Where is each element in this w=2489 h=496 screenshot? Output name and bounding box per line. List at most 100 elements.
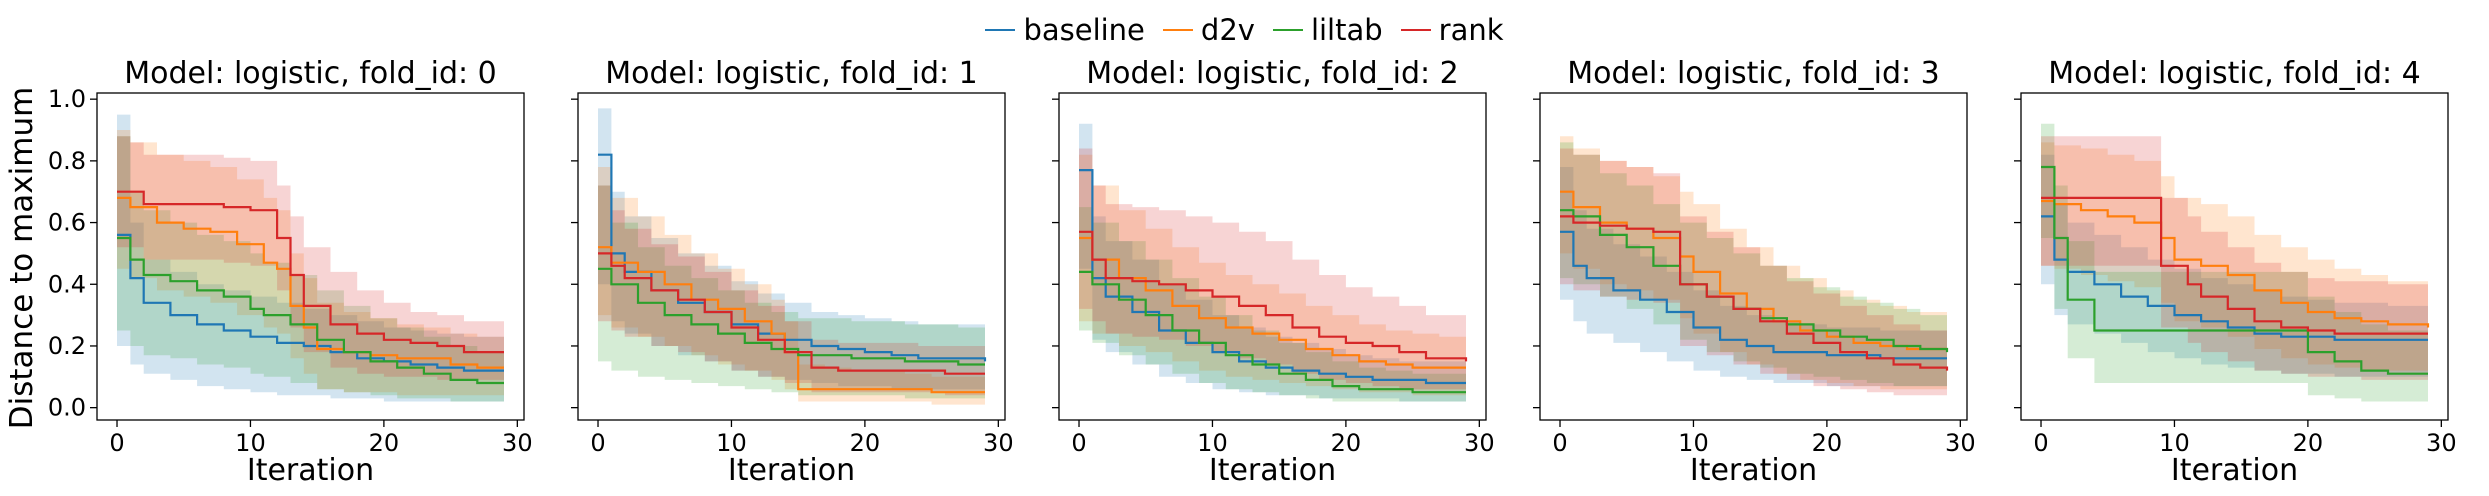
x-tick-label: 20 bbox=[1331, 429, 1362, 457]
series-line-baseline bbox=[117, 233, 504, 372]
panel-2: Model: logistic, fold_id: 2 0 10 20 30 Iterat… bbox=[1052, 56, 1495, 488]
series-line-baseline bbox=[1560, 230, 1947, 360]
series-line-d2v bbox=[598, 246, 985, 394]
band-d2v bbox=[1079, 154, 1466, 396]
axes-frame bbox=[577, 92, 1006, 421]
legend-label-baseline: baseline bbox=[1023, 13, 1145, 47]
series-line-rank bbox=[1079, 230, 1468, 362]
x-tick-label: 30 bbox=[1464, 429, 1495, 457]
x-tick-label: 0 bbox=[1552, 429, 1567, 457]
x-tick-label: 10 bbox=[235, 429, 266, 457]
series-line-liltab bbox=[598, 267, 985, 366]
panel-title: Model: logistic, fold_id: 0 bbox=[124, 56, 496, 91]
y-tick-label: 0.6 bbox=[48, 209, 86, 237]
legend-swatch-rank bbox=[1400, 29, 1431, 31]
x-tick-label: 20 bbox=[1812, 429, 1843, 457]
plot-area bbox=[598, 108, 987, 405]
x-tick-label: 30 bbox=[2426, 429, 2457, 457]
panel-4: Model: logistic, fold_id: 4 0 10 20 30 Iterat… bbox=[2014, 56, 2457, 488]
band-baseline bbox=[1079, 123, 1466, 402]
series-line-liltab bbox=[2041, 165, 2428, 375]
series-line-rank bbox=[117, 190, 504, 354]
axes-frame bbox=[1539, 92, 1968, 421]
band-rank bbox=[598, 185, 985, 396]
y-tick-label: 0.2 bbox=[48, 332, 86, 360]
panel-3: Model: logistic, fold_id: 3 0 10 20 30 Iterat… bbox=[1533, 56, 1976, 488]
legend-swatch-d2v bbox=[1162, 29, 1193, 31]
legend-label-liltab: liltab bbox=[1310, 13, 1383, 47]
panel-title: Model: logistic, fold_id: 4 bbox=[2048, 56, 2420, 91]
x-tick-label: 30 bbox=[502, 429, 533, 457]
panel-0: Model: logistic, fold_id: 0 0 10 20 30 0.0 0.2… bbox=[48, 56, 533, 488]
series-line-liltab bbox=[117, 236, 504, 385]
series-line-d2v bbox=[117, 196, 504, 369]
band-liltab bbox=[1079, 207, 1466, 402]
x-axis-label: Iteration bbox=[728, 453, 855, 488]
band-rank bbox=[117, 136, 504, 380]
series-line-rank bbox=[1560, 215, 1949, 371]
band-liltab bbox=[598, 185, 985, 399]
x-tick-label: 30 bbox=[983, 429, 1014, 457]
x-tick-label: 0 bbox=[590, 429, 605, 457]
y-tick-label: 0.0 bbox=[48, 394, 86, 422]
legend-label-rank: rank bbox=[1438, 13, 1504, 47]
legend-label-d2v: d2v bbox=[1200, 13, 1255, 47]
y-axis-label: Distance to maximum bbox=[4, 87, 40, 430]
band-d2v bbox=[598, 167, 985, 405]
panel-title: Model: logistic, fold_id: 3 bbox=[1567, 56, 1939, 91]
band-liltab bbox=[2041, 123, 2428, 402]
panel-1: Model: logistic, fold_id: 1 0 10 20 30 Iterat… bbox=[571, 56, 1014, 488]
band-baseline bbox=[117, 114, 504, 402]
plot-area bbox=[117, 114, 504, 402]
band-liltab bbox=[117, 136, 504, 402]
y-tick-label: 1.0 bbox=[48, 85, 86, 113]
x-tick-label: 10 bbox=[716, 429, 747, 457]
x-tick-label: 30 bbox=[1945, 429, 1976, 457]
x-tick-label: 0 bbox=[2033, 429, 2048, 457]
axes-frame bbox=[96, 92, 525, 421]
band-baseline bbox=[2041, 154, 2428, 377]
x-tick-label: 0 bbox=[1071, 429, 1086, 457]
plot-area bbox=[1560, 136, 1949, 396]
plot-area bbox=[2041, 123, 2430, 402]
x-tick-label: 20 bbox=[2293, 429, 2324, 457]
y-tick-label: 0.4 bbox=[48, 270, 86, 298]
series-line-baseline bbox=[2041, 215, 2428, 341]
axes-frame bbox=[2020, 92, 2449, 421]
legend-swatch-baseline bbox=[985, 29, 1016, 31]
series-line-liltab bbox=[1079, 270, 1466, 394]
x-axis-label: Iteration bbox=[1209, 453, 1336, 488]
legend-item-d2v[interactable]: d2v bbox=[1162, 13, 1255, 47]
band-d2v bbox=[2041, 142, 2428, 374]
x-tick-label: 20 bbox=[369, 429, 400, 457]
plot-area bbox=[1079, 123, 1468, 402]
legend-item-rank[interactable]: rank bbox=[1400, 13, 1504, 47]
band-baseline bbox=[598, 108, 985, 393]
legend-item-baseline[interactable]: baseline bbox=[985, 13, 1145, 47]
band-d2v bbox=[1560, 136, 1947, 390]
x-axis-label: Iteration bbox=[2171, 453, 2298, 488]
axes-frame bbox=[1058, 92, 1487, 421]
x-tick-label: 10 bbox=[1197, 429, 1228, 457]
band-rank bbox=[1560, 148, 1947, 396]
series-line-rank bbox=[598, 252, 985, 375]
legend-item-liltab[interactable]: liltab bbox=[1272, 13, 1383, 47]
panel-title: Model: logistic, fold_id: 1 bbox=[605, 56, 977, 91]
x-tick-label: 20 bbox=[850, 429, 881, 457]
y-tick-label: 0.8 bbox=[48, 147, 86, 175]
band-liltab bbox=[1560, 142, 1947, 390]
legend-swatch-liltab bbox=[1272, 29, 1303, 31]
series-line-d2v bbox=[1560, 190, 1947, 351]
series-line-rank bbox=[2041, 196, 2428, 335]
panel-title: Model: logistic, fold_id: 2 bbox=[1086, 56, 1458, 91]
x-tick-label: 10 bbox=[1678, 429, 1709, 457]
series-line-d2v bbox=[1079, 236, 1466, 369]
x-tick-label: 0 bbox=[109, 429, 124, 457]
x-tick-label: 10 bbox=[2159, 429, 2190, 457]
series-line-d2v bbox=[2041, 199, 2430, 328]
series-line-baseline bbox=[1079, 169, 1466, 385]
band-d2v bbox=[117, 130, 504, 396]
legend: baseline d2v liltab rank bbox=[0, 8, 2489, 52]
band-baseline bbox=[1560, 167, 1947, 387]
